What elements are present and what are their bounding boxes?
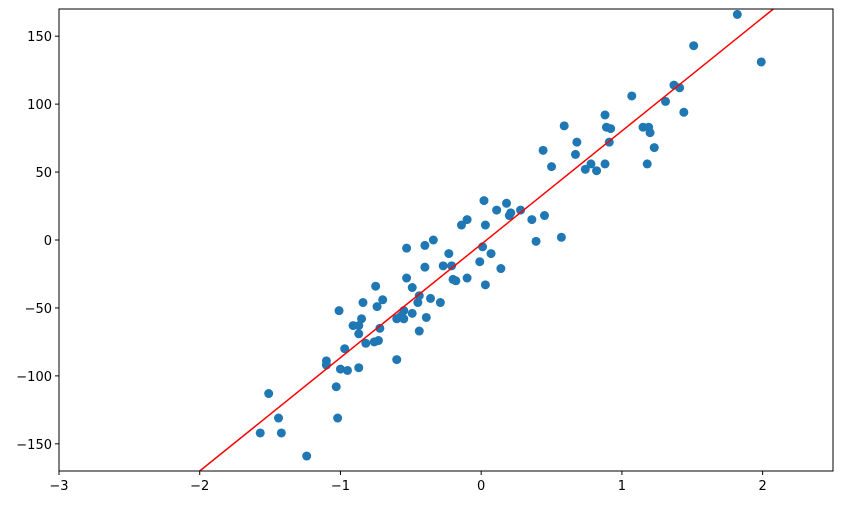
scatter-point <box>580 164 590 174</box>
scatter-point <box>462 215 472 225</box>
scatter-point <box>732 9 742 19</box>
scatter-point <box>492 205 502 215</box>
scatter-point <box>645 128 655 138</box>
plot-area <box>199 9 775 471</box>
scatter-point <box>407 283 417 293</box>
scatter-point <box>378 295 388 305</box>
scatter-point <box>371 281 381 291</box>
scatter-point <box>606 124 616 134</box>
scatter-point <box>334 306 344 316</box>
scatter-point <box>547 162 557 172</box>
scatter-point <box>276 428 286 438</box>
scatter-point <box>302 451 312 461</box>
scatter-point <box>480 220 490 230</box>
x-tick-label: −1 <box>331 479 350 494</box>
x-tick-label: 2 <box>758 479 766 494</box>
scatter-point <box>586 159 596 169</box>
scatter-point <box>527 215 537 225</box>
scatter-point <box>402 273 412 283</box>
scatter-point <box>531 236 541 246</box>
scatter-point <box>361 338 371 348</box>
scatter-point <box>556 232 566 242</box>
scatter-point <box>264 389 274 399</box>
scatter-point <box>342 365 352 375</box>
scatter-point <box>358 298 368 308</box>
scatter-point <box>373 336 383 346</box>
scatter-point <box>428 235 438 245</box>
scatter-point <box>420 262 430 272</box>
scatter-point <box>689 41 699 51</box>
y-tick-label: −100 <box>16 370 52 385</box>
scatter-point <box>600 110 610 120</box>
x-tick-label: −3 <box>49 479 68 494</box>
y-tick-label: 0 <box>44 234 52 249</box>
scatter-point <box>456 220 466 230</box>
scatter-point <box>421 312 431 322</box>
scatter-point <box>559 121 569 131</box>
scatter-point <box>592 166 602 176</box>
scatter-point <box>335 364 345 374</box>
y-tick-label: −50 <box>25 302 52 317</box>
scatter-point <box>600 159 610 169</box>
scatter-point <box>340 344 350 354</box>
scatter-point <box>649 143 659 153</box>
scatter-point <box>502 198 512 208</box>
scatter-point <box>399 314 409 324</box>
scatter-point <box>354 329 364 339</box>
scatter-point <box>479 196 489 206</box>
axes-frame <box>58 8 834 472</box>
scatter-point <box>333 413 343 423</box>
fit-line <box>199 9 775 471</box>
scatter-point <box>447 261 457 271</box>
scatter-point <box>348 321 358 331</box>
scatter-point <box>572 137 582 147</box>
scatter-point <box>475 257 485 267</box>
scatter-point <box>357 314 367 324</box>
scatter-point <box>274 413 284 423</box>
scatter-point <box>679 107 689 117</box>
scatter-point <box>444 249 454 259</box>
scatter-point <box>642 159 652 169</box>
scatter-point <box>414 326 424 336</box>
scatter-point <box>504 211 514 221</box>
scatter-point <box>255 428 265 438</box>
scatter-point <box>413 298 423 308</box>
y-tick-label: −150 <box>16 438 52 453</box>
x-tick-label: 1 <box>618 479 626 494</box>
scatter-point <box>402 243 412 253</box>
scatter-point <box>570 149 580 159</box>
scatter-point <box>426 293 436 303</box>
x-tick-label: 0 <box>477 479 485 494</box>
scatter-point <box>516 205 526 215</box>
scatter-point <box>438 261 448 271</box>
scatter-point <box>462 273 472 283</box>
scatter-point <box>420 240 430 250</box>
scatter-point <box>496 264 506 274</box>
y-tick-label: 100 <box>27 98 52 113</box>
scatter-point <box>627 91 637 101</box>
y-tick-label: 150 <box>27 30 52 45</box>
scatter-point <box>392 314 402 324</box>
y-tick-label: 50 <box>35 166 52 181</box>
scatter-point <box>486 249 496 259</box>
scatter-point <box>451 276 461 286</box>
scatter-point <box>538 145 548 155</box>
scatter-point <box>756 57 766 67</box>
scatter-point <box>372 302 382 312</box>
scatter-point <box>392 355 402 365</box>
scatter-point <box>331 382 341 392</box>
scatter-point <box>375 323 385 333</box>
scatter-point <box>435 298 445 308</box>
scatter-point <box>414 291 424 301</box>
scatter-point <box>480 280 490 290</box>
scatter-point <box>661 96 671 106</box>
x-tick-label: −2 <box>190 479 209 494</box>
scatter-point <box>407 308 417 318</box>
scatter-point <box>354 363 364 373</box>
scatter-point <box>540 211 550 221</box>
